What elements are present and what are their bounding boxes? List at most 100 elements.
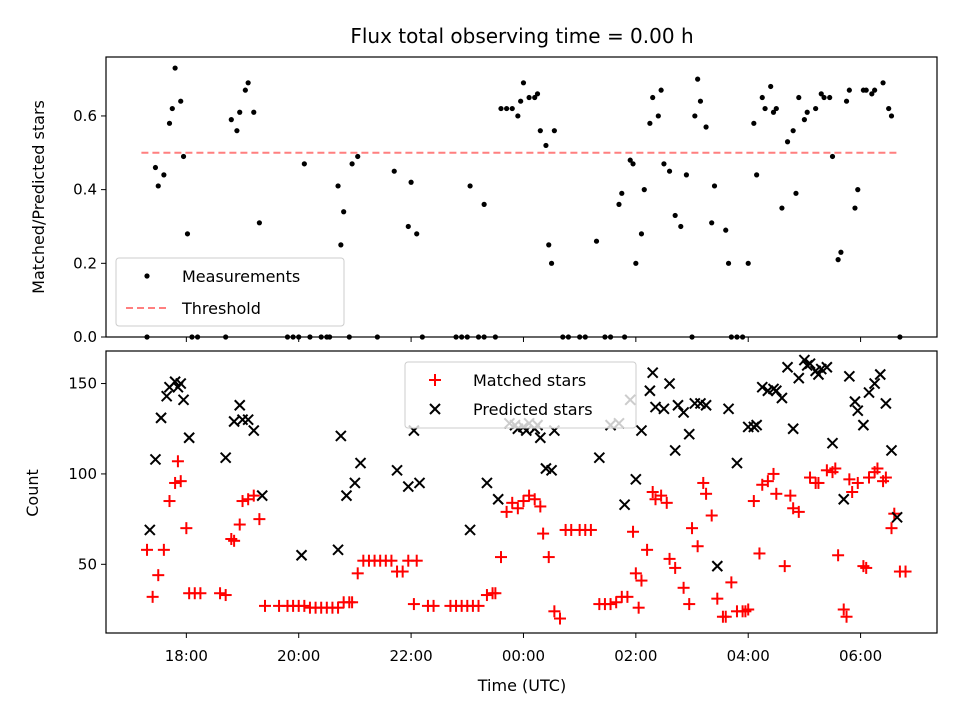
matched-point [517,495,530,508]
matched-point [660,496,673,509]
measurement-point [709,220,715,226]
matched-point [174,475,187,488]
matched-point [871,462,884,475]
legend-label-matched: Matched stars [473,371,586,390]
legend-marker-measurements [144,273,150,279]
matched-point [506,496,519,509]
predicted-point [630,473,642,486]
measurement-point [852,205,858,211]
measurement-point [793,190,799,196]
predicted-point [160,390,173,402]
predicted-point [391,464,403,477]
predicted-point [335,430,347,442]
predicted-point [880,397,892,410]
measurement-point [695,76,701,82]
matched-point [534,500,547,513]
measurement-point [827,94,833,101]
predicted-point [781,361,794,373]
measurement-point [349,161,355,167]
predicted-point [756,381,768,393]
predicted-point [793,372,805,384]
measurement-point [672,212,678,219]
matched-point [899,565,912,578]
predicted-point [402,480,414,493]
measurement-point [161,172,167,178]
measurements-scatter [144,65,903,340]
predicted-point [874,368,886,381]
predicted-point [534,432,547,444]
measurement-point [790,128,796,134]
matched-point [500,505,513,518]
matched-point [511,502,524,515]
measurement-point [658,87,664,93]
measurement-point [838,249,844,255]
measurement-point [616,201,622,207]
matched-point [236,495,249,508]
measurement-point [773,105,779,112]
measurement-point [532,94,538,101]
matched-point [152,569,165,582]
bottom-axis-ticks: 50 100 150 18:00 20:00 22:00 00:00 02:00 04:00 06… [68,375,882,665]
measurement-point [843,98,850,104]
matched-point [683,598,696,611]
matched-point [157,543,170,556]
legend-label-measurements: Measurements [182,267,300,286]
measurement-point [863,87,869,93]
matched-point [169,476,182,489]
matched-point [837,603,850,616]
measurement-point [762,105,768,112]
measurement-point [829,153,836,160]
matched-point [778,560,791,573]
matched-point [753,547,766,560]
measurement-point [818,91,824,97]
measurement-point [234,128,240,134]
predicted-point [256,489,268,502]
matched-point [494,551,507,564]
measurement-point [504,105,510,112]
matched-point [646,486,659,498]
predicted-point [295,549,308,561]
matched-point [385,554,398,567]
measurement-point [245,80,251,86]
matched-point [228,534,241,547]
measurement-point [391,168,397,174]
matched-point [742,603,755,616]
predicted-point [868,377,881,390]
measurement-point [692,113,698,119]
predicted-point [635,424,648,437]
predicted-point [852,404,864,417]
measurement-point [846,87,852,93]
measurement-point [518,98,524,104]
predicted-point [481,477,493,489]
measurement-point [650,94,656,101]
measurement-point [770,109,777,115]
predicted-point [545,464,558,477]
y-tick-label: 0.4 [73,181,97,199]
predicted-point [248,424,260,437]
matched-point [829,462,842,475]
measurement-point [509,105,515,112]
matched-point [233,518,246,531]
y-tick-label: 0.6 [73,107,97,125]
matched-point [548,605,561,618]
matched-point [332,601,345,614]
matched-point [739,605,752,618]
legend-label-predicted: Predicted stars [473,400,593,419]
matched-point [247,489,260,502]
measurement-point [751,120,757,126]
measurement-point [355,153,361,160]
predicted-point [155,412,167,424]
predicted-point [722,403,735,415]
predicted-point [149,453,162,466]
measurement-point [754,172,760,178]
measurement-point [796,94,802,101]
predicted-point [683,428,695,440]
predicted-point [849,395,861,408]
y-tick-label: 0.0 [73,328,97,346]
matched-point [253,513,266,526]
predicted-point [700,399,712,411]
matched-stars-scatter [141,455,912,625]
legend-marker-predicted [429,403,441,415]
measurement-point [169,105,175,112]
